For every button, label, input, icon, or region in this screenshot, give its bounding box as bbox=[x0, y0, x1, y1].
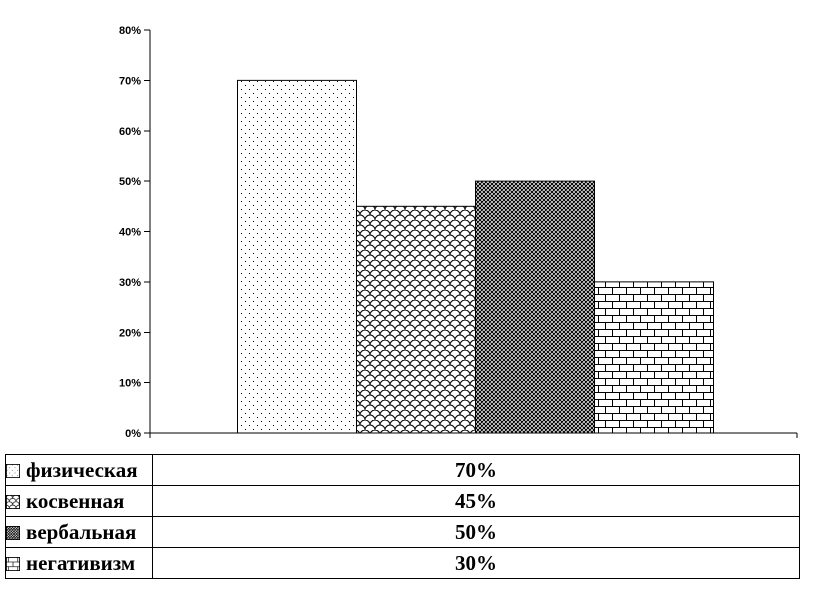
legend-row: физическая 70% bbox=[5, 454, 800, 486]
trellis-pattern-swatch bbox=[6, 525, 21, 540]
legend-value: 30% bbox=[152, 547, 800, 579]
y-axis-tick-label: 50% bbox=[119, 176, 141, 188]
dots-pattern-swatch bbox=[6, 463, 21, 478]
y-axis-tick-label: 80% bbox=[119, 25, 141, 37]
legend-row: вербальная 50% bbox=[5, 516, 800, 548]
chart-bar-dots bbox=[237, 79, 357, 434]
chart-bar-brick bbox=[594, 281, 714, 434]
legend-table: физическая 70% косвенная 45% вербальная … bbox=[5, 454, 800, 579]
legend-value: 50% bbox=[152, 516, 800, 548]
y-axis-tick-label: 40% bbox=[119, 227, 141, 239]
y-axis-tick-label: 30% bbox=[119, 277, 141, 289]
legend-label: косвенная bbox=[26, 488, 125, 513]
legend-label: физическая bbox=[26, 457, 138, 482]
y-axis-tick-label: 70% bbox=[119, 75, 141, 87]
y-axis-tick-label: 20% bbox=[119, 327, 141, 339]
legend-row: негативизм 30% bbox=[5, 547, 800, 579]
y-axis-tick-label: 60% bbox=[119, 126, 141, 138]
scale-pattern-swatch bbox=[6, 494, 21, 509]
chart-bar-trellis bbox=[475, 180, 595, 434]
y-axis-tick-label: 10% bbox=[119, 378, 141, 390]
bar-chart-svg: 0% 10% 20% 30% 40% 50% 60% 70% 80% bbox=[119, 25, 798, 440]
legend-value: 70% bbox=[152, 454, 800, 486]
legend-label: вербальная bbox=[26, 519, 137, 544]
legend-label: негативизм bbox=[26, 550, 136, 575]
legend-value: 45% bbox=[152, 485, 800, 517]
y-axis-tick-label: 0% bbox=[125, 428, 141, 440]
chart-bar-scale bbox=[356, 205, 476, 434]
brick-pattern-swatch bbox=[6, 556, 21, 571]
legend-row: косвенная 45% bbox=[5, 485, 800, 517]
